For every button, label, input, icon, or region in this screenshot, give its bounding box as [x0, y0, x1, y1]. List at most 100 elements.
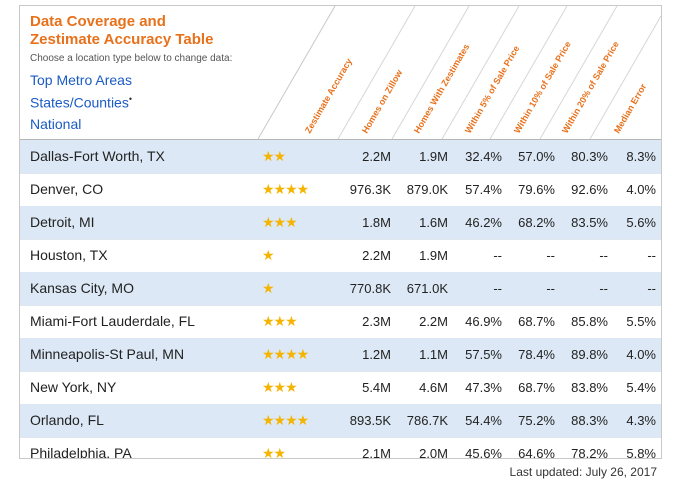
- row-location[interactable]: Orlando, FL: [30, 412, 104, 428]
- within-10-percent: 75.2%: [518, 413, 555, 428]
- within-20-percent: --: [599, 248, 608, 263]
- link-states-counties[interactable]: States/Counties•: [30, 94, 132, 111]
- coverage-table: Data Coverage and Zestimate Accuracy Tab…: [19, 5, 662, 459]
- median-error: 5.4%: [626, 380, 656, 395]
- new-indicator-icon: •: [128, 94, 132, 104]
- rating-stars-icon: ★★★★: [262, 412, 309, 428]
- rating-stars-icon: ★: [262, 280, 275, 296]
- within-20-percent: 88.3%: [571, 413, 608, 428]
- within-5-percent: --: [493, 248, 502, 263]
- table-row[interactable]: Miami-Fort Lauderdale, FL ★★★ 2.3M 2.2M …: [20, 305, 661, 339]
- median-error: 5.6%: [626, 215, 656, 230]
- homes-on-zillow: 2.1M: [362, 446, 391, 459]
- within-20-percent: 85.8%: [571, 314, 608, 329]
- homes-on-zillow: 770.8K: [349, 281, 391, 296]
- within-20-percent: 83.5%: [571, 215, 608, 230]
- within-5-percent: 57.4%: [465, 182, 502, 197]
- row-location[interactable]: Miami-Fort Lauderdale, FL: [30, 313, 195, 329]
- within-5-percent: 46.2%: [465, 215, 502, 230]
- homes-with-zestimates: 1.9M: [419, 248, 448, 263]
- link-top-metro-areas[interactable]: Top Metro Areas: [30, 72, 132, 88]
- median-error: --: [647, 281, 656, 296]
- table-row[interactable]: Philadelphia, PA ★★ 2.1M 2.0M 45.6% 64.6…: [20, 437, 661, 459]
- within-10-percent: 78.4%: [518, 347, 555, 362]
- homes-with-zestimates: 1.1M: [419, 347, 448, 362]
- rating-stars-icon: ★★★★: [262, 346, 309, 362]
- table-row[interactable]: Kansas City, MO ★ 770.8K 671.0K -- -- --…: [20, 272, 661, 306]
- within-20-percent: 83.8%: [571, 380, 608, 395]
- table-row[interactable]: Minneapolis-St Paul, MN ★★★★ 1.2M 1.1M 5…: [20, 338, 661, 372]
- within-10-percent: 68.7%: [518, 314, 555, 329]
- median-error: 8.3%: [626, 149, 656, 164]
- last-updated: Last updated: July 26, 2017: [509, 465, 657, 479]
- within-5-percent: 54.4%: [465, 413, 502, 428]
- within-10-percent: 64.6%: [518, 446, 555, 459]
- homes-with-zestimates: 1.6M: [419, 215, 448, 230]
- homes-with-zestimates: 2.2M: [419, 314, 448, 329]
- homes-on-zillow: 2.2M: [362, 248, 391, 263]
- row-location[interactable]: Denver, CO: [30, 181, 104, 197]
- homes-on-zillow: 2.2M: [362, 149, 391, 164]
- table-row[interactable]: New York, NY ★★★ 5.4M 4.6M 47.3% 68.7% 8…: [20, 371, 661, 405]
- table-row[interactable]: Denver, CO ★★★★ 976.3K 879.0K 57.4% 79.6…: [20, 173, 661, 207]
- within-5-percent: --: [493, 281, 502, 296]
- median-error: 4.0%: [626, 347, 656, 362]
- table-title: Data Coverage and Zestimate Accuracy Tab…: [30, 13, 214, 48]
- median-error: 5.8%: [626, 446, 656, 459]
- within-10-percent: --: [546, 248, 555, 263]
- within-5-percent: 32.4%: [465, 149, 502, 164]
- homes-with-zestimates: 879.0K: [406, 182, 448, 197]
- table-header: Data Coverage and Zestimate Accuracy Tab…: [20, 6, 661, 140]
- homes-on-zillow: 893.5K: [349, 413, 391, 428]
- homes-on-zillow: 5.4M: [362, 380, 391, 395]
- within-5-percent: 46.9%: [465, 314, 502, 329]
- median-error: 4.3%: [626, 413, 656, 428]
- table-subtitle: Choose a location type below to change d…: [30, 53, 233, 64]
- within-20-percent: 92.6%: [571, 182, 608, 197]
- rating-stars-icon: ★★★★: [262, 181, 309, 197]
- homes-with-zestimates: 1.9M: [419, 149, 448, 164]
- rating-stars-icon: ★★: [262, 445, 286, 459]
- rating-stars-icon: ★★★: [262, 313, 298, 329]
- row-location[interactable]: New York, NY: [30, 379, 117, 395]
- homes-with-zestimates: 786.7K: [406, 413, 448, 428]
- row-location[interactable]: Philadelphia, PA: [30, 445, 132, 459]
- within-20-percent: --: [599, 281, 608, 296]
- rating-stars-icon: ★★★: [262, 214, 298, 230]
- within-5-percent: 47.3%: [465, 380, 502, 395]
- within-5-percent: 57.5%: [465, 347, 502, 362]
- rating-stars-icon: ★: [262, 247, 275, 263]
- within-20-percent: 80.3%: [571, 149, 608, 164]
- rating-stars-icon: ★★: [262, 148, 286, 164]
- within-10-percent: --: [546, 281, 555, 296]
- homes-on-zillow: 1.2M: [362, 347, 391, 362]
- row-location[interactable]: Kansas City, MO: [30, 280, 134, 296]
- table-row[interactable]: Detroit, MI ★★★ 1.8M 1.6M 46.2% 68.2% 83…: [20, 206, 661, 240]
- median-error: 5.5%: [626, 314, 656, 329]
- homes-on-zillow: 976.3K: [349, 182, 391, 197]
- within-10-percent: 57.0%: [518, 149, 555, 164]
- homes-on-zillow: 1.8M: [362, 215, 391, 230]
- header-diagonal-dividers: [257, 6, 661, 139]
- table-row[interactable]: Orlando, FL ★★★★ 893.5K 786.7K 54.4% 75.…: [20, 404, 661, 438]
- within-20-percent: 89.8%: [571, 347, 608, 362]
- row-location[interactable]: Houston, TX: [30, 247, 108, 263]
- within-10-percent: 68.2%: [518, 215, 555, 230]
- row-location[interactable]: Minneapolis-St Paul, MN: [30, 346, 185, 362]
- table-row[interactable]: Dallas-Fort Worth, TX ★★ 2.2M 1.9M 32.4%…: [20, 140, 661, 174]
- within-10-percent: 68.7%: [518, 380, 555, 395]
- row-location[interactable]: Detroit, MI: [30, 214, 95, 230]
- within-5-percent: 45.6%: [465, 446, 502, 459]
- within-10-percent: 79.6%: [518, 182, 555, 197]
- median-error: --: [647, 248, 656, 263]
- homes-with-zestimates: 671.0K: [406, 281, 448, 296]
- homes-on-zillow: 2.3M: [362, 314, 391, 329]
- median-error: 4.0%: [626, 182, 656, 197]
- link-national[interactable]: National: [30, 116, 82, 132]
- table-row[interactable]: Houston, TX ★ 2.2M 1.9M -- -- -- --: [20, 239, 661, 273]
- within-20-percent: 78.2%: [571, 446, 608, 459]
- homes-with-zestimates: 4.6M: [419, 380, 448, 395]
- row-location[interactable]: Dallas-Fort Worth, TX: [30, 148, 165, 164]
- rating-stars-icon: ★★★: [262, 379, 298, 395]
- homes-with-zestimates: 2.0M: [419, 446, 448, 459]
